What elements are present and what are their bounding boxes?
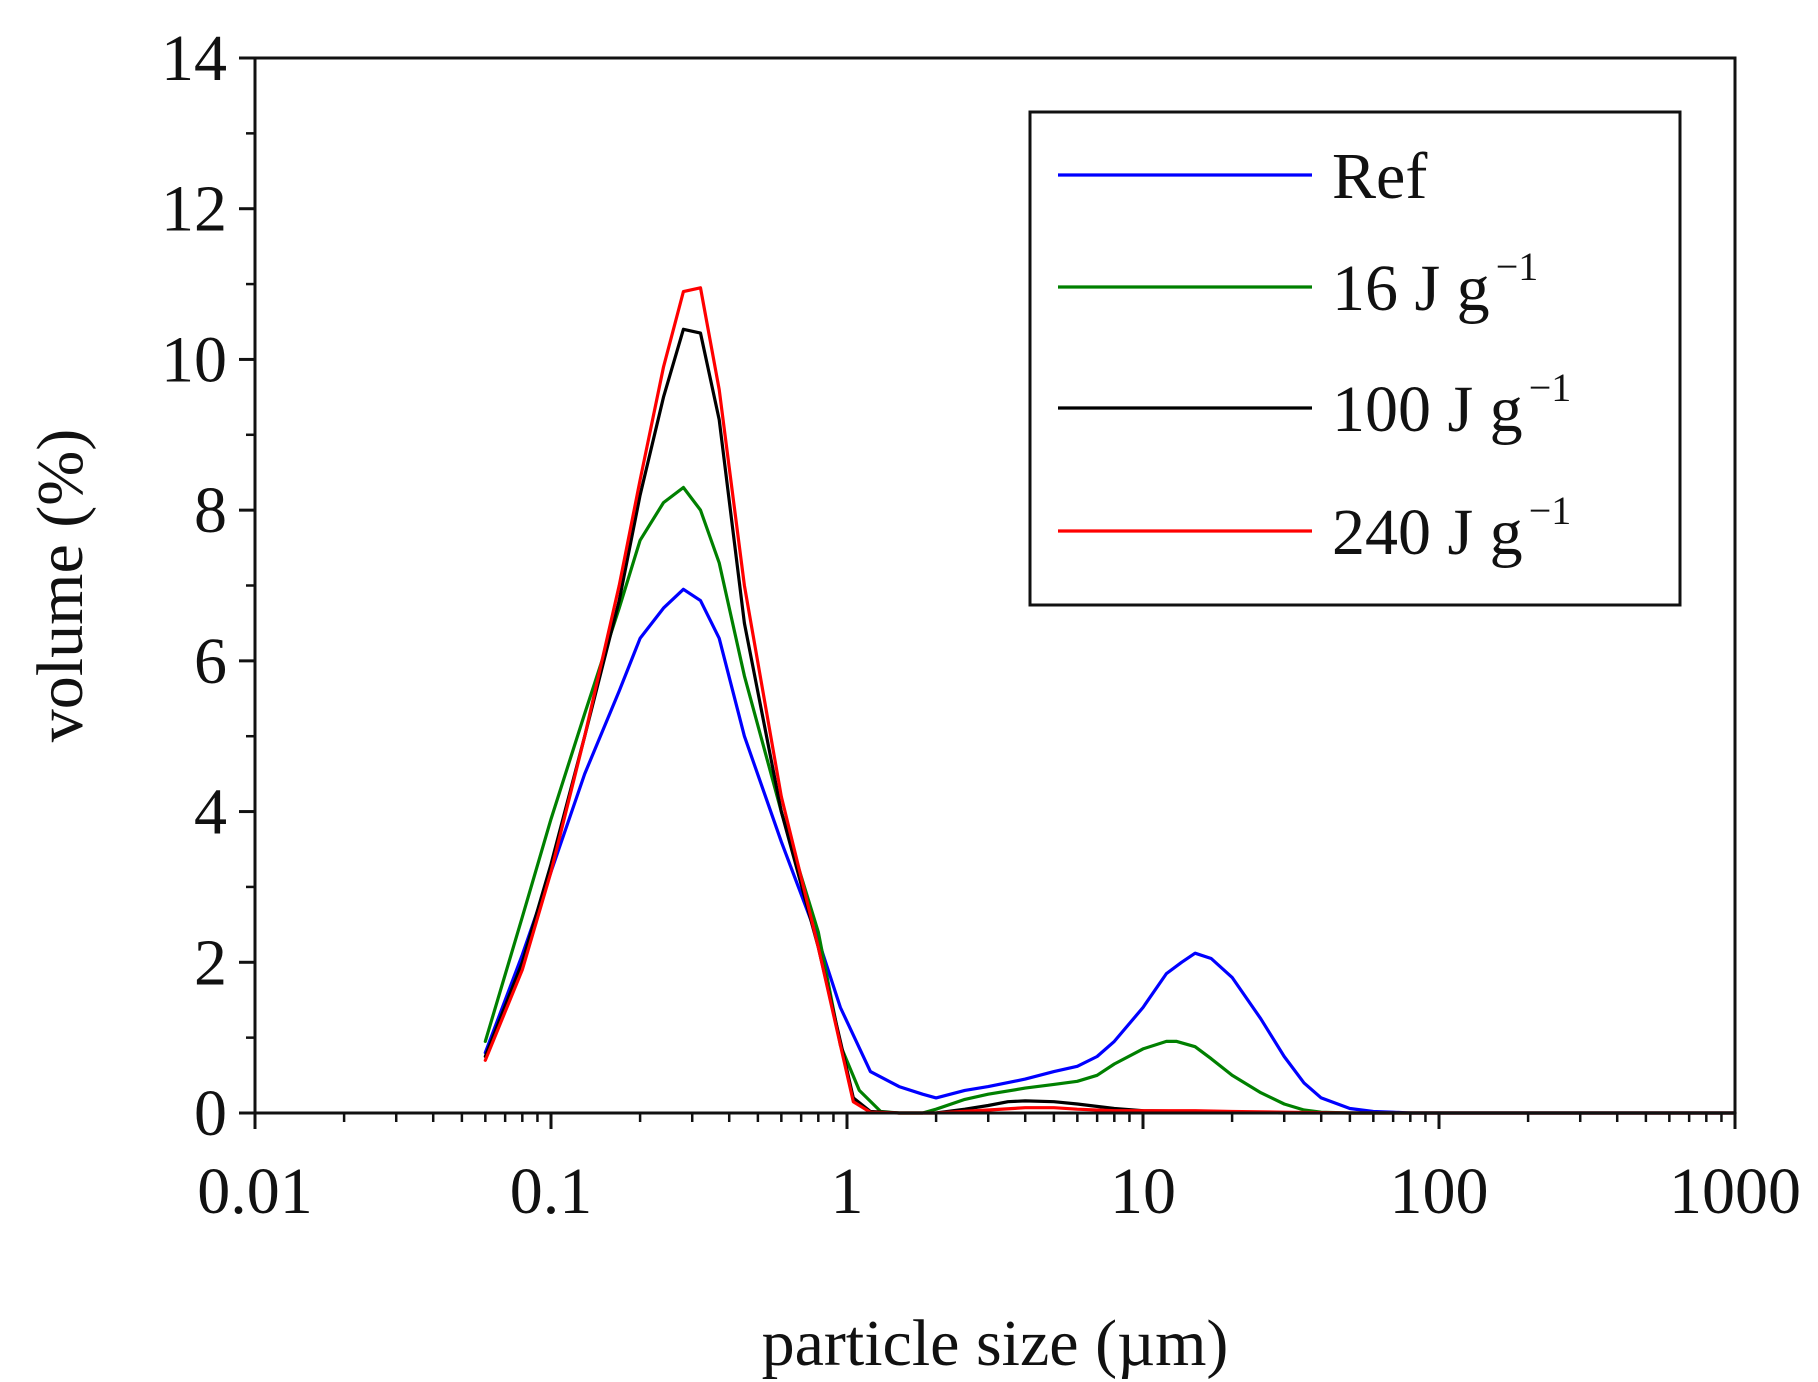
x-axis-title: particle size (µm) [762, 1307, 1229, 1380]
y-tick-label: 6 [194, 625, 227, 698]
y-axis-title: volume (%) [24, 429, 97, 742]
y-tick-label: 14 [161, 22, 227, 95]
y-tick-label: 10 [161, 323, 227, 396]
y-tick-label: 4 [194, 776, 227, 849]
x-tick-label: 1000 [1669, 1155, 1801, 1228]
axes: 0 2 4 6 8 10 12 14 0.01 0.1 1 10 100 1000 particle siz… [24, 22, 1801, 1380]
legend-label-2: 100 J g −1 [1332, 365, 1571, 446]
legend: Ref 16 J g −1 100 J g −1 240 J g −1 [1028, 110, 1682, 607]
y-tick-label: 8 [194, 474, 227, 547]
y-tick-label: 2 [194, 926, 227, 999]
legend-label-1: 16 J g −1 [1332, 244, 1538, 325]
x-tick-label: 0.01 [197, 1155, 313, 1228]
legend-box [1028, 110, 1682, 607]
x-tick-label: 0.1 [510, 1155, 593, 1228]
y-tick-label: 0 [194, 1077, 227, 1150]
x-tick-label: 10 [1110, 1155, 1176, 1228]
x-tick-label: 100 [1390, 1155, 1489, 1228]
series-line-3 [483, 286, 1737, 1115]
series-line-0 [483, 587, 1737, 1115]
y-tick-label: 12 [161, 173, 227, 246]
series-line-1 [483, 485, 1737, 1115]
legend-label-3: 240 J g −1 [1332, 488, 1571, 569]
x-tick-label: 1 [831, 1155, 864, 1228]
legend-label-0: Ref [1332, 140, 1427, 213]
